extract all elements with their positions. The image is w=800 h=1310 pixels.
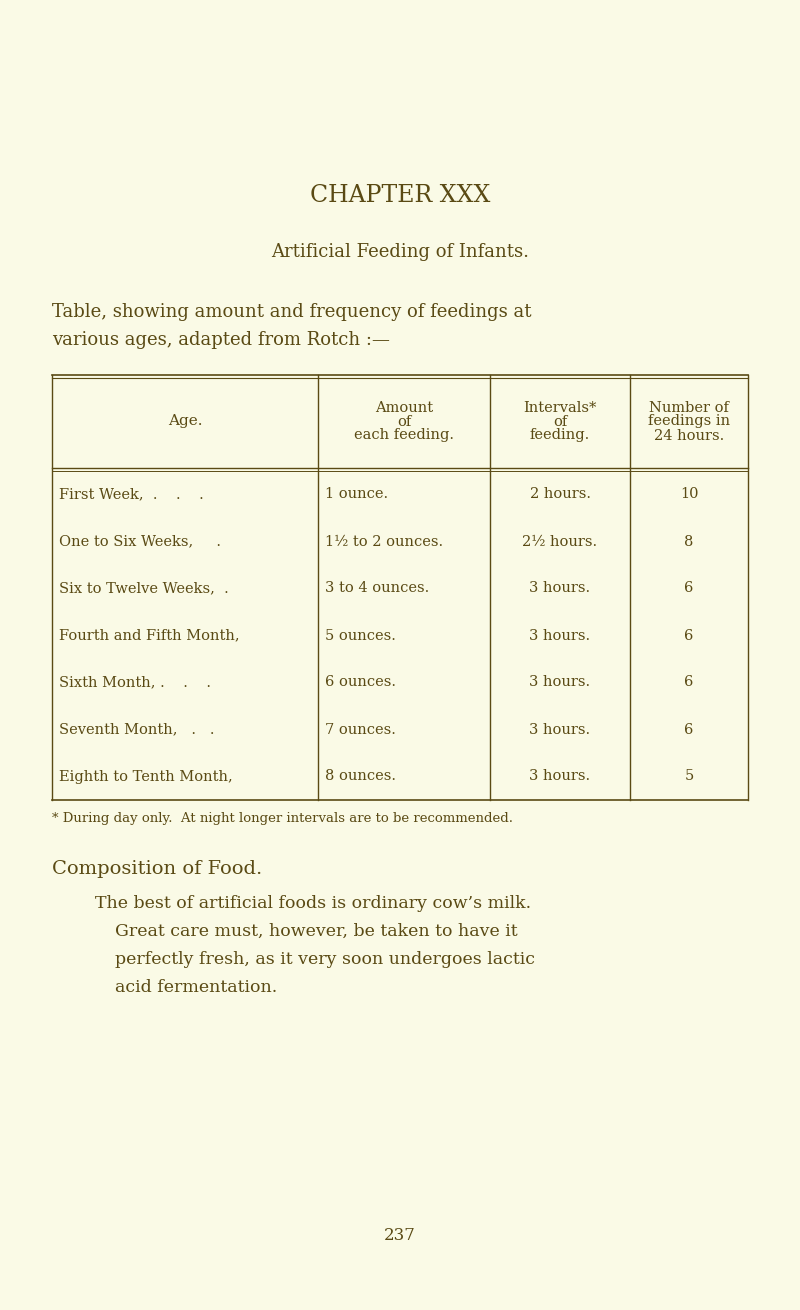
Text: 5: 5 [684,769,694,783]
Text: perfectly fresh, as it very soon undergoes lactic: perfectly fresh, as it very soon undergo… [115,951,535,968]
Text: Amount: Amount [375,401,433,414]
Text: Eighth to Tenth Month,: Eighth to Tenth Month, [59,769,233,783]
Text: 3 hours.: 3 hours. [530,676,590,689]
Text: Number of: Number of [649,401,729,414]
Text: CHAPTER XXX: CHAPTER XXX [310,183,490,207]
Text: 3 hours.: 3 hours. [530,629,590,642]
Text: 8: 8 [684,534,694,549]
Text: of: of [553,414,567,428]
Text: 2½ hours.: 2½ hours. [522,534,598,549]
Text: The best of artificial foods is ordinary cow’s milk.: The best of artificial foods is ordinary… [95,895,531,912]
Text: 3 hours.: 3 hours. [530,723,590,736]
Text: 6: 6 [684,629,694,642]
Text: acid fermentation.: acid fermentation. [115,979,278,996]
Text: Sixth Month, .    .    .: Sixth Month, . . . [59,676,211,689]
Text: Great care must, however, be taken to have it: Great care must, however, be taken to ha… [115,924,518,941]
Text: 24 hours.: 24 hours. [654,428,724,443]
Text: various ages, adapted from Rotch :—: various ages, adapted from Rotch :— [52,331,390,348]
Text: Table, showing amount and frequency of feedings at: Table, showing amount and frequency of f… [52,303,531,321]
Text: Fourth and Fifth Month,: Fourth and Fifth Month, [59,629,240,642]
Text: Composition of Food.: Composition of Food. [52,859,262,878]
Text: 3 to 4 ounces.: 3 to 4 ounces. [325,582,430,596]
Text: One to Six Weeks,     .: One to Six Weeks, . [59,534,221,549]
Text: Age.: Age. [168,414,202,428]
Text: * During day only.  At night longer intervals are to be recommended.: * During day only. At night longer inter… [52,812,513,825]
Text: 3 hours.: 3 hours. [530,582,590,596]
Text: Intervals*: Intervals* [523,401,597,414]
Text: each feeding.: each feeding. [354,428,454,443]
Text: 5 ounces.: 5 ounces. [325,629,396,642]
Text: of: of [397,414,411,428]
Text: First Week,  .    .    .: First Week, . . . [59,487,204,502]
Text: 1½ to 2 ounces.: 1½ to 2 ounces. [325,534,443,549]
Text: 6: 6 [684,676,694,689]
Text: 10: 10 [680,487,698,502]
Text: 2 hours.: 2 hours. [530,487,590,502]
Text: feedings in: feedings in [648,414,730,428]
Text: 7 ounces.: 7 ounces. [325,723,396,736]
Text: 6: 6 [684,723,694,736]
Text: 6: 6 [684,582,694,596]
Text: 237: 237 [384,1226,416,1243]
Text: 8 ounces.: 8 ounces. [325,769,396,783]
Text: feeding.: feeding. [530,428,590,443]
Text: Artificial Feeding of Infants.: Artificial Feeding of Infants. [271,242,529,261]
Text: Six to Twelve Weeks,  .: Six to Twelve Weeks, . [59,582,229,596]
Text: 6 ounces.: 6 ounces. [325,676,396,689]
Text: 3 hours.: 3 hours. [530,769,590,783]
Text: Seventh Month,   .   .: Seventh Month, . . [59,723,214,736]
Text: 1 ounce.: 1 ounce. [325,487,388,502]
